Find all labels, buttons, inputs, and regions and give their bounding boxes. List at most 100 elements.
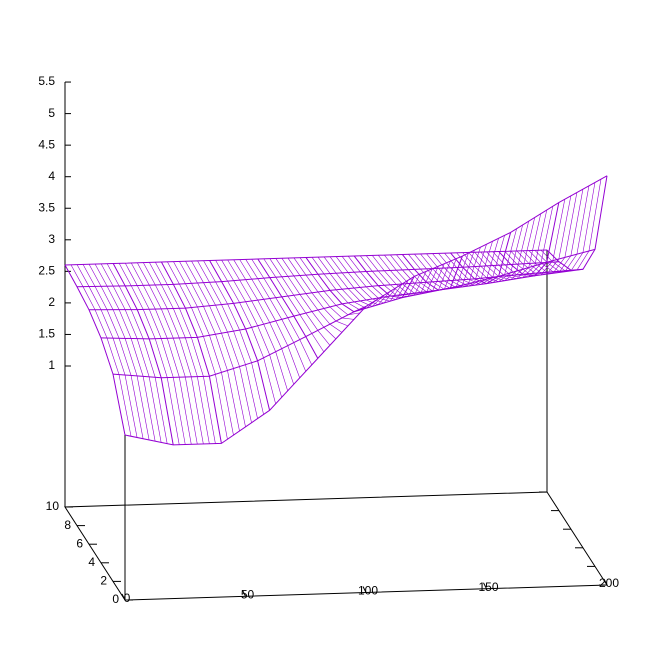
surface-hatch (82, 264, 144, 439)
surface-hatch (251, 259, 313, 365)
surface-hatch (408, 252, 469, 290)
surface-hatch (347, 256, 409, 300)
surface-hatch (486, 209, 548, 279)
surface-column (450, 232, 512, 285)
surface-hatch (179, 261, 240, 432)
surface-hatch (287, 257, 349, 327)
x-tick-label: 100 (358, 584, 378, 598)
y-tick-label: 8 (64, 518, 71, 532)
surface-hatch (329, 256, 391, 306)
z-tick-label: 1.5 (38, 327, 55, 341)
surface-hatch (167, 261, 228, 440)
z-tick-label: 5.5 (38, 74, 55, 88)
x-tick-label: 0 (124, 591, 131, 605)
surface-hatch (70, 264, 132, 437)
surface-hatch (245, 259, 307, 372)
surface-hatch (76, 264, 138, 438)
surface-hatch (414, 250, 475, 289)
surface-hatch (221, 260, 282, 398)
surface-column (64, 264, 126, 436)
surface-hatch (468, 221, 529, 282)
surface-row (124, 175, 608, 446)
surface-hatch (311, 257, 373, 311)
surface-hatch (510, 195, 572, 275)
y-tick-label: 4 (88, 555, 95, 569)
surface-hatch (522, 189, 584, 273)
surface-hatch (100, 263, 162, 443)
surface-hatch (504, 199, 566, 276)
surface-hatch (137, 262, 198, 445)
surface-hatch (203, 260, 264, 415)
surface-hatch (281, 258, 343, 333)
surface-hatch (173, 261, 234, 436)
surface-hatch (317, 256, 379, 309)
surface-column (112, 263, 174, 445)
surface-hatch (155, 262, 216, 444)
z-tick-label: 4.5 (38, 137, 55, 151)
z-tick-label: 2 (48, 295, 55, 309)
x-tick-label: 200 (599, 576, 619, 590)
surface-hatch (131, 262, 192, 445)
surface-hatch (269, 258, 331, 346)
surface-column (402, 254, 463, 291)
surface-hatch (390, 254, 451, 292)
surface-hatch (239, 259, 301, 378)
surface-hatch (263, 258, 325, 353)
surface-hatch (438, 238, 499, 286)
surface-hatch (462, 224, 523, 282)
surface-hatch (94, 263, 156, 442)
y-tick-label: 2 (100, 574, 107, 588)
surface-column (209, 260, 271, 411)
surface-hatch (227, 259, 288, 391)
surface-column (160, 261, 222, 444)
surface-hatch (341, 256, 403, 302)
surface-hatch (299, 257, 361, 316)
surface-hatch (191, 260, 252, 423)
z-tick-label: 5 (48, 106, 55, 120)
surface-hatch (118, 263, 180, 445)
surface-hatch (293, 257, 354, 320)
surface-hatch (516, 192, 578, 274)
y-tick-label: 10 (46, 499, 60, 513)
surface-hatch (444, 235, 505, 285)
surface-hatch (366, 255, 427, 296)
surface-hatch (124, 263, 186, 445)
surface-hatch (372, 255, 433, 295)
x-tick (362, 586, 367, 593)
x-tick (242, 590, 246, 597)
z-tick-label: 1 (48, 358, 55, 372)
surface-column (257, 258, 319, 359)
surface-hatch (233, 259, 294, 385)
z-tick-label: 3 (48, 232, 55, 246)
surface-hatch (492, 206, 554, 278)
base-plane (64, 491, 608, 601)
x-tick (483, 582, 487, 589)
surface-hatch (185, 261, 246, 427)
z-tick-label: 4 (48, 169, 55, 183)
surface-hatch (420, 247, 481, 289)
surface-column (305, 257, 367, 313)
surface-hatch (275, 258, 337, 340)
surface-hatch (149, 262, 210, 444)
surface-hatch (197, 260, 258, 419)
surface-hatch (396, 254, 457, 292)
surface-hatch (456, 228, 517, 283)
x-tick-label: 150 (478, 580, 498, 594)
surface-hatch (474, 217, 535, 281)
surface-hatch (88, 264, 150, 441)
x-tick (603, 578, 608, 586)
surface-hatch (323, 256, 385, 307)
surface-hatch (528, 185, 590, 273)
surface-hatch (540, 179, 602, 272)
surface-hatch (359, 255, 421, 297)
y-tick-label: 6 (76, 536, 83, 550)
z-tick-label: 3.5 (38, 200, 55, 214)
surface-hatch (143, 262, 204, 444)
surface-hatch (426, 244, 487, 288)
surface-hatch (384, 254, 445, 293)
surface-hatch (106, 263, 168, 444)
z-tick-label: 2.5 (38, 264, 55, 278)
y-tick-label: 0 (112, 592, 119, 606)
x-tick-label: 50 (241, 587, 255, 601)
